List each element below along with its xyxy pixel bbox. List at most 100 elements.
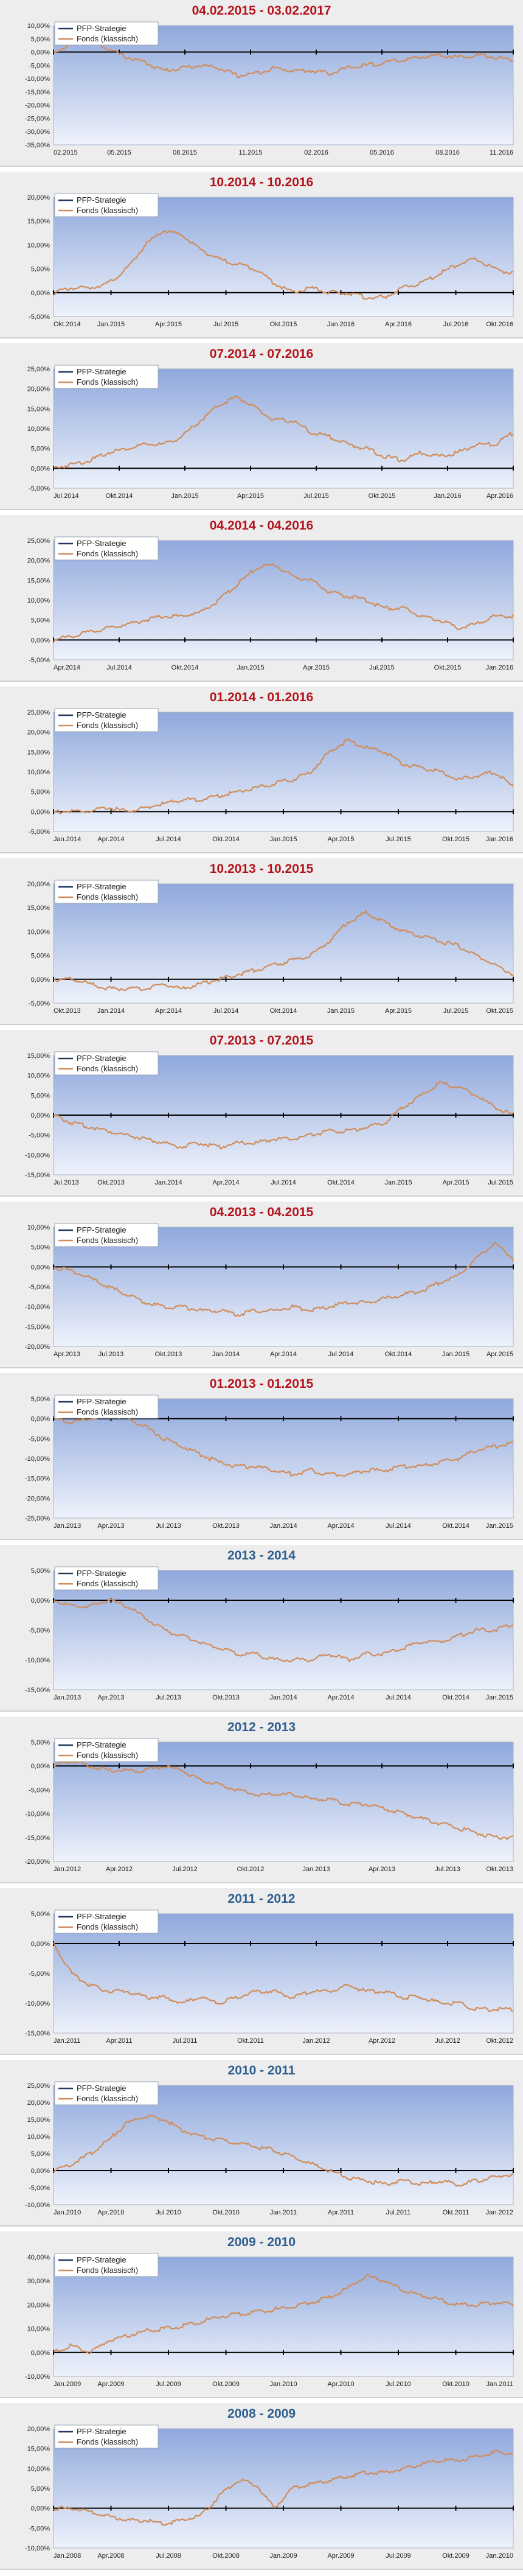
x-tick-label: Jan.2015 [486, 1694, 513, 1701]
x-tick-label: Okt.2014 [270, 1007, 297, 1015]
plot-area [53, 25, 514, 145]
legend: PFP-Strategie Fonds (klassisch) [54, 708, 159, 732]
chart-title: 2013 - 2014 [227, 1549, 296, 1563]
y-tick-label: -10,00% [25, 1455, 50, 1463]
x-tick-label: Okt.2015 [270, 321, 297, 328]
legend-label: PFP-Strategie [77, 710, 126, 719]
chart-title: 10.2014 - 10.2016 [209, 175, 314, 189]
chart-panel: 2009 - 2010 40,00% 30,00% 20,00% 10,00% 0,00%… [0, 2231, 523, 2398]
x-tick-label: Jan.2014 [269, 1694, 297, 1701]
y-tick-label: 15,00% [27, 905, 50, 912]
x-tick-label: Jan.2015 [237, 664, 264, 671]
chart-panel: 10.2014 - 10.2016 20,00% 15,00% 10,00% 5,00%… [0, 172, 523, 338]
y-tick-label: 20,00% [27, 558, 50, 565]
y-tick-label: -10,00% [25, 2373, 50, 2381]
y-tick-label: 10,00% [27, 1224, 50, 1231]
x-tick-label: Okt.2013 [155, 1351, 182, 1358]
y-tick-label: -5,00% [29, 1970, 50, 1978]
x-tick-label: Jan.2014 [154, 1179, 182, 1186]
x-tick-label: Jul.2013 [435, 1866, 460, 1873]
y-tick-label: -10,00% [25, 1657, 50, 1664]
x-tick-label: Jan.2013 [54, 1522, 81, 1530]
x-tick-label: Apr.2015 [327, 836, 354, 843]
x-tick-label: Jul.2014 [156, 836, 181, 843]
line-chart: 5,00% 0,00% -5,00% -10,00% -15,00% Jan.2011 Ap… [25, 1909, 514, 2045]
y-tick-label: 40,00% [27, 2254, 50, 2261]
y-tick-label: 5,00% [31, 1911, 50, 1918]
x-tick-label: Jul.2013 [156, 1522, 181, 1530]
x-tick-label: Apr.2014 [327, 1694, 354, 1701]
x-tick-label: Apr.2015 [303, 664, 330, 671]
x-tick-label: Okt.2013 [212, 1694, 240, 1701]
x-tick-label: Apr.2014 [270, 1351, 297, 1358]
legend-label: Fonds (klassisch) [77, 34, 138, 43]
chart-title: 07.2013 - 07.2015 [209, 1034, 314, 1048]
x-tick-label: Jan.2010 [54, 2209, 81, 2216]
y-tick-label: -15,00% [25, 1172, 50, 1179]
x-tick-label: Okt.2013 [486, 1866, 513, 1873]
x-tick-label: Apr.2012 [369, 2037, 395, 2045]
chart-title: 04.2014 - 04.2016 [209, 519, 314, 533]
y-tick-label: 15,00% [27, 2446, 50, 2453]
x-tick-label: Okt.2014 [171, 664, 199, 671]
x-tick-label: Jan.2015 [269, 836, 297, 843]
chart-panel: 01.2014 - 01.2016 25,00% 20,00% 15,00% 10,00… [0, 687, 523, 853]
y-tick-label: 0,00% [31, 2350, 50, 2357]
series-line-fonds [53, 2273, 514, 2354]
x-tick-label: Jul.2014 [386, 1694, 411, 1701]
y-tick-label: 15,00% [27, 218, 50, 225]
x-tick-label: Okt.2009 [212, 2381, 240, 2388]
y-tick-label: 5,00% [31, 617, 50, 625]
y-tick-label: -5,00% [29, 485, 50, 492]
x-tick-label: Apr.2009 [327, 2552, 354, 2560]
y-tick-label: 0,00% [31, 465, 50, 472]
chart-title: 2009 - 2010 [227, 2235, 296, 2249]
y-tick-label: 25,00% [27, 709, 50, 716]
legend-label: Fonds (klassisch) [77, 2437, 138, 2446]
y-tick-label: 0,00% [31, 1763, 50, 1770]
x-tick-label: Apr.2015 [237, 492, 264, 500]
y-tick-label: 10,00% [27, 597, 50, 604]
x-tick-label: Apr.2014 [327, 1522, 354, 1530]
legend-label: Fonds (klassisch) [77, 549, 138, 558]
legend-label: Fonds (klassisch) [77, 1579, 138, 1588]
x-tick-label: 05.2016 [370, 149, 394, 156]
y-tick-label: 10,00% [27, 23, 50, 30]
x-tick-label: Jan.2011 [54, 2037, 80, 2045]
plot-area [53, 2428, 514, 2549]
line-chart: 25,00% 20,00% 15,00% 10,00% 5,00% 0,00% -5,00%… [25, 2081, 514, 2216]
x-tick-label: Okt.2015 [434, 664, 462, 671]
x-tick-label: Okt.2008 [212, 2552, 240, 2560]
x-tick-label: Jan.2015 [486, 1522, 513, 1530]
x-tick-label: Jul.2010 [156, 2209, 181, 2216]
x-tick-label: Okt.2014 [54, 321, 81, 328]
line-chart: 20,00% 15,00% 10,00% 5,00% 0,00% -5,00% Okt.20… [27, 880, 514, 1015]
y-tick-label: 0,00% [31, 1941, 50, 1948]
plot-area [53, 2256, 514, 2377]
y-tick-label: -20,00% [25, 1343, 50, 1351]
y-tick-label: 0,00% [31, 2168, 50, 2175]
series-line-fonds [53, 36, 514, 79]
legend-label: Fonds (klassisch) [77, 1064, 138, 1073]
legend-label: PFP-Strategie [77, 1912, 126, 1921]
x-tick-label: 02.2016 [304, 149, 328, 156]
y-tick-label: 5,00% [31, 2151, 50, 2158]
y-tick-label: -5,00% [29, 313, 50, 321]
x-tick-label: Apr.2013 [54, 1351, 80, 1358]
y-tick-label: 0,00% [31, 976, 50, 984]
legend-label: Fonds (klassisch) [77, 721, 138, 730]
plot-area [53, 1570, 514, 1690]
x-tick-label: Okt.2015 [442, 836, 469, 843]
y-tick-label: 10,00% [27, 928, 50, 936]
x-tick-label: 08.2015 [173, 149, 197, 156]
x-tick-label: Apr.2011 [106, 2037, 132, 2045]
y-tick-label: 5,00% [31, 1739, 50, 1746]
x-tick-label: Apr.2014 [54, 664, 80, 671]
chart-panel: 2012 - 2013 5,00% 0,00% -5,00% -10,00% -15,00… [0, 1717, 523, 1883]
y-tick-label: -5,00% [29, 828, 50, 836]
chart-panel: 04.2013 - 04.2015 10,00% 5,00% 0,00% -5,00% -… [0, 1202, 523, 1368]
x-tick-label: Apr.2016 [487, 492, 513, 500]
x-tick-label: Apr.2010 [327, 2381, 354, 2388]
